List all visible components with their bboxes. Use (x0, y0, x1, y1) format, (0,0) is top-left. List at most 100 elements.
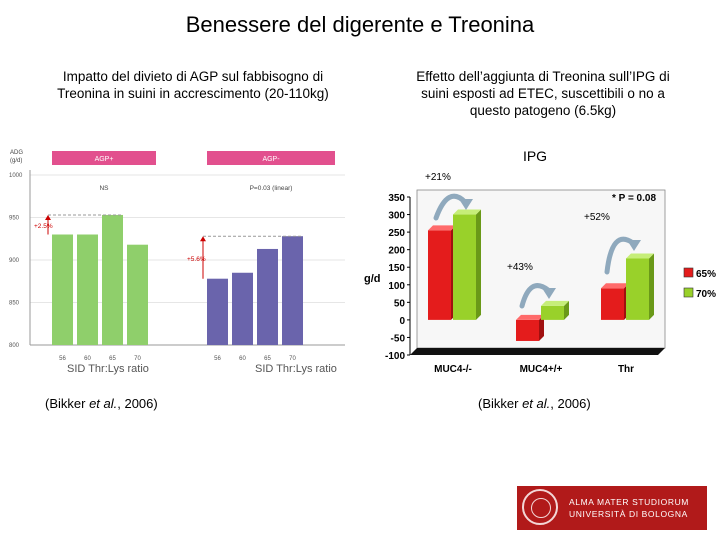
left-bar (102, 214, 123, 345)
right-plot-floor (410, 348, 665, 355)
left-xlabel-2: SID Thr:Lys ratio (255, 363, 337, 375)
right-ylabel: g/d (364, 273, 381, 285)
right-bar-top (428, 225, 456, 231)
right-ytick-label: 250 (388, 228, 405, 239)
right-curved-arrow-52-head (627, 240, 641, 251)
right-bar (626, 258, 649, 320)
right-bar (453, 214, 476, 320)
right-annotation-21: +21% (425, 172, 451, 183)
right-curved-arrow-43-head (542, 288, 556, 299)
university-logo: ALMA MATER STUDIORUM UNIVERSITÀ DI BOLOG… (517, 486, 707, 530)
right-caption-line2: suini esposti ad ETEC, suscettibili o no… (421, 86, 665, 101)
left-bar (232, 272, 253, 345)
right-annotation-43: +43% (507, 262, 533, 273)
left-citation-etal: et al. (89, 396, 118, 411)
left-ytick-label: 900 (9, 258, 20, 264)
left-citation-prefix: (Bikker (45, 396, 90, 411)
left-panel-header-1 (207, 151, 335, 165)
left-xtick-label: 65 (264, 356, 271, 362)
left-ytick-label: 950 (9, 216, 20, 222)
right-legend-swatch (683, 287, 694, 298)
left-ytick-label: 850 (9, 301, 20, 307)
right-citation: (Bikker et al., 2006) (478, 396, 591, 411)
right-curved-arrow-21-head (459, 199, 473, 210)
left-bar (52, 234, 73, 345)
left-ytick-label: 1000 (9, 173, 23, 179)
right-bar-top (453, 209, 481, 215)
right-bar-side (476, 209, 481, 320)
right-chart-caption: Effetto dell’aggiunta di Treonina sull’I… (378, 68, 708, 119)
left-increase-label: +2.5% (34, 223, 53, 230)
left-bar (257, 248, 278, 345)
left-bar (207, 278, 228, 345)
right-xtick-label: MUC4+/+ (520, 364, 563, 375)
right-bar-side (649, 253, 654, 320)
left-panel-title: AGP+ (95, 156, 114, 163)
right-bar (516, 319, 539, 341)
right-bar-top (626, 253, 654, 259)
logo-text: ALMA MATER STUDIORUM UNIVERSITÀ DI BOLOG… (569, 496, 689, 520)
logo-line2: UNIVERSITÀ DI BOLOGNA (569, 509, 688, 519)
left-arrowhead (200, 236, 206, 242)
right-ytick-label: 100 (388, 281, 405, 292)
right-xtick-label: Thr (618, 364, 634, 375)
right-xtick-label: MUC4-/- (434, 364, 472, 375)
left-chart-caption: Impatto del divieto di AGP sul fabbisogn… (28, 68, 358, 102)
right-citation-prefix: (Bikker (478, 396, 523, 411)
right-ytick-label: 50 (394, 298, 406, 309)
right-annotation-52: +52% (584, 212, 610, 223)
right-citation-etal: et al. (522, 396, 551, 411)
right-bar-side (564, 300, 569, 320)
right-bar (601, 288, 624, 320)
left-arrowhead (45, 214, 51, 220)
left-xtick-label: 56 (214, 356, 221, 362)
right-ytick-label: 150 (388, 263, 405, 274)
university-seal-icon (522, 489, 558, 525)
right-bar-top (601, 283, 629, 289)
left-xtick-label: 60 (84, 356, 91, 362)
right-legend-label: 65% (696, 269, 716, 280)
left-caption-line2: Treonina in suini in accrescimento (20-1… (57, 86, 329, 101)
left-caption-line1: Impatto del divieto di AGP sul fabbisogn… (62, 69, 324, 84)
right-bar-top (516, 314, 544, 320)
right-bar (428, 230, 451, 320)
left-xtick-label: 65 (109, 356, 116, 362)
left-xtick-label: 70 (134, 356, 141, 362)
left-panel-header-0 (52, 151, 156, 165)
right-caption-line3: questo patogeno (6.5kg) (469, 103, 617, 118)
right-annotation-pvalue: * P = 0.08 (612, 193, 656, 204)
left-ylabel-line1: ADG (10, 150, 23, 156)
left-citation-suffix: , 2006) (117, 396, 158, 411)
right-ytick-label: 350 (388, 193, 405, 204)
right-bar-side (539, 314, 544, 341)
slide-title: Benessere del digerente e Treonina (185, 12, 535, 37)
right-legend-label: 70% (696, 289, 716, 300)
right-bar (541, 305, 564, 320)
left-bar (127, 244, 148, 345)
left-ylabel-line2: (g/d) (10, 158, 22, 164)
right-citation-suffix: , 2006) (550, 396, 591, 411)
left-xtick-label: 70 (289, 356, 296, 362)
right-ytick-label: -50 (391, 333, 406, 344)
logo-line1: ALMA MATER STUDIORUM (569, 497, 689, 507)
left-xlabel-1: SID Thr:Lys ratio (67, 363, 149, 375)
left-panel-note: NS (99, 185, 109, 192)
left-xtick-label: 60 (239, 356, 246, 362)
left-bar (77, 234, 98, 345)
left-increase-label: +5.6% (187, 256, 206, 263)
right-caption-line1: Effetto dell’aggiunta di Treonina sull’I… (416, 69, 670, 84)
right-bar-top (541, 300, 569, 306)
left-ytick-label: 800 (9, 343, 20, 349)
left-xtick-label: 56 (59, 356, 66, 362)
ipg-label: IPG (522, 148, 548, 164)
right-ytick-label: -100 (385, 351, 405, 362)
right-ytick-label: 0 (399, 316, 405, 327)
left-panel-note: P=0.03 (linear) (250, 185, 293, 192)
left-citation: (Bikker et al., 2006) (45, 396, 158, 411)
left-bar (282, 236, 303, 345)
right-ytick-label: 300 (388, 211, 405, 222)
right-ytick-label: 200 (388, 246, 405, 257)
right-legend-swatch (683, 267, 694, 278)
left-panel-title: AGP- (262, 156, 280, 163)
